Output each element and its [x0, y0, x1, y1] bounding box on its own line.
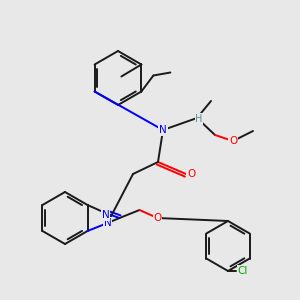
- Text: O: O: [229, 136, 237, 146]
- Text: H: H: [195, 114, 203, 124]
- Text: N: N: [102, 210, 110, 220]
- Text: Cl: Cl: [238, 266, 248, 276]
- Text: O: O: [153, 213, 162, 223]
- Text: N: N: [103, 218, 111, 228]
- Text: O: O: [187, 169, 195, 179]
- Text: N: N: [159, 125, 167, 135]
